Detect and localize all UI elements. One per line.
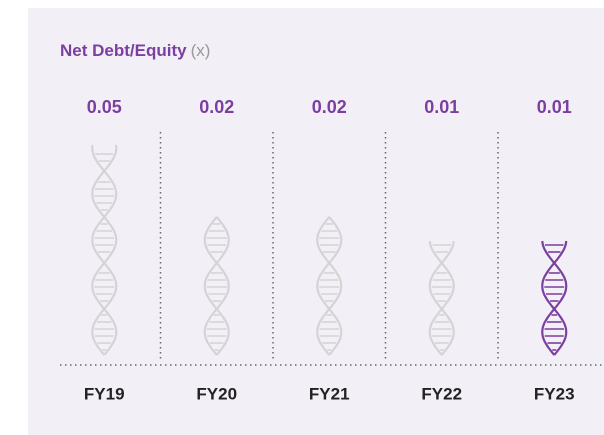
x-tick-label: FY20 [196,384,237,403]
value-label: 0.05 [87,97,122,117]
x-tick-label: FY21 [309,384,350,403]
chart-title: Net Debt/Equity (x) [60,41,210,60]
value-label: 0.02 [312,97,347,117]
dna-strand [541,240,568,356]
dna-strand [91,144,118,356]
dna-strand [203,216,230,356]
dna-strand [428,240,455,356]
dna-icon [91,144,118,356]
dna-strand [316,216,343,356]
x-tick-label: FY19 [84,384,125,403]
title-unit: (x) [191,41,211,60]
value-label: 0.01 [537,97,572,117]
dna-strand [316,216,343,356]
dna-strand [428,240,455,356]
dna-strand [91,144,118,356]
title-main: Net Debt/Equity [60,41,187,60]
dna-icon [316,216,343,356]
value-label: 0.02 [199,97,234,117]
panel [28,8,604,435]
value-label: 0.01 [424,97,459,117]
dna-strand [203,216,230,356]
dna-strand [541,240,568,356]
dna-icon [428,240,455,356]
dna-icon [541,240,568,356]
x-tick-label: FY23 [534,384,575,403]
x-tick-label: FY22 [421,384,462,403]
dna-icon [203,216,230,356]
